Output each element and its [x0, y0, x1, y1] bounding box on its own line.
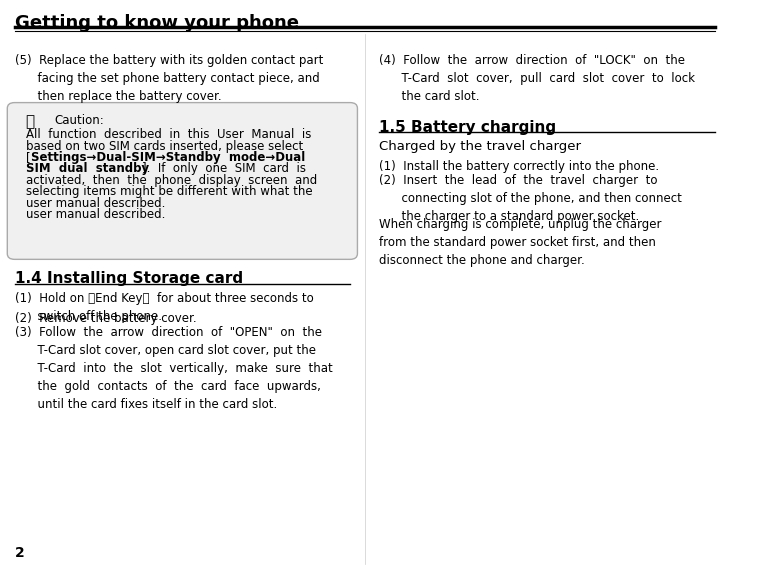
Text: (2)  Remove the battery cover.: (2) Remove the battery cover. — [14, 312, 196, 325]
FancyBboxPatch shape — [8, 103, 357, 259]
Text: activated,  then  the  phone  display  screen  and: activated, then the phone display screen… — [26, 174, 317, 187]
Text: Caution:: Caution: — [55, 114, 104, 127]
Text: (1)  Install the battery correctly into the phone.: (1) Install the battery correctly into t… — [379, 160, 659, 173]
Text: Getting to know your phone: Getting to know your phone — [14, 14, 299, 32]
Text: (2)  Insert  the  lead  of  the  travel  charger  to
      connecting slot of th: (2) Insert the lead of the travel charge… — [379, 174, 682, 223]
Text: user manual described.: user manual described. — [26, 197, 165, 210]
Text: selecting items might be different with what the: selecting items might be different with … — [26, 185, 312, 198]
Text: SIM  dual  standby: SIM dual standby — [26, 162, 149, 176]
Text: (3)  Follow  the  arrow  direction  of  "OPEN"  on  the
      T-Card slot cover,: (3) Follow the arrow direction of "OPEN"… — [14, 326, 332, 411]
Text: 1.4 Installing Storage card: 1.4 Installing Storage card — [14, 271, 243, 286]
Text: Charged by the travel charger: Charged by the travel charger — [379, 140, 581, 153]
Text: When charging is complete, unplug the charger
from the standard power socket fir: When charging is complete, unplug the ch… — [379, 218, 662, 267]
Text: (5)  Replace the battery with its golden contact part
      facing the set phone: (5) Replace the battery with its golden … — [14, 54, 323, 103]
Text: based on two SIM cards inserted, please select: based on two SIM cards inserted, please … — [26, 140, 303, 153]
Text: (1)  Hold on 《End Key》  for about three seconds to
      switch off the phone.: (1) Hold on 《End Key》 for about three se… — [14, 292, 313, 323]
Text: 💡: 💡 — [26, 114, 34, 129]
Text: Settings→Dual-SIM→Standby  mode→Dual: Settings→Dual-SIM→Standby mode→Dual — [30, 151, 305, 164]
Text: All  function  described  in  this  User  Manual  is: All function described in this User Manu… — [26, 128, 311, 141]
Text: 1.5 Battery charging: 1.5 Battery charging — [379, 120, 556, 135]
Text: [: [ — [26, 151, 30, 164]
Text: ].  If  only  one  SIM  card  is: ]. If only one SIM card is — [142, 162, 306, 176]
Text: 2: 2 — [14, 545, 24, 560]
Text: user manual described.: user manual described. — [26, 208, 165, 221]
Text: (4)  Follow  the  arrow  direction  of  "LOCK"  on  the
      T-Card  slot  cove: (4) Follow the arrow direction of "LOCK"… — [379, 54, 695, 103]
